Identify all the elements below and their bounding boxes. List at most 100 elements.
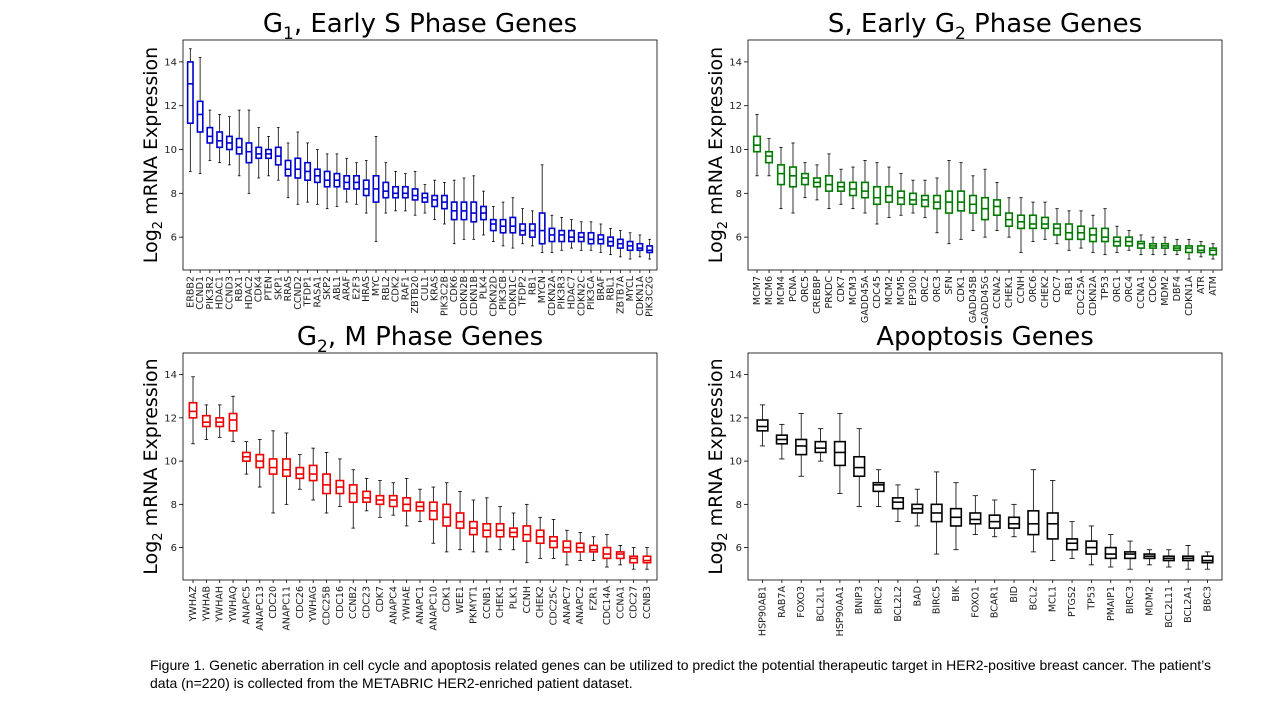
box-RASA1 xyxy=(313,149,321,205)
plot-frame xyxy=(182,352,658,581)
x-tick-label: RAB7A xyxy=(777,586,788,618)
box-body xyxy=(776,164,786,186)
box-body xyxy=(228,412,238,432)
chart-panel-1: G1, Early S Phase Genes Log2 mRNA Express… xyxy=(140,9,658,317)
box-body xyxy=(1046,512,1059,540)
x-tick-label: GADD45G xyxy=(980,276,991,324)
box-RBL1 xyxy=(607,227,615,256)
x-tick-label: ERBB2 xyxy=(185,276,196,308)
box-CDK6 xyxy=(450,179,458,245)
box-ORC2 xyxy=(920,179,930,218)
box-BIRC2 xyxy=(872,469,885,507)
box-body xyxy=(201,414,211,428)
y-tick-label: 14 xyxy=(164,57,177,68)
box-GADD45A xyxy=(860,160,870,214)
y-tick-label: 6 xyxy=(171,233,177,244)
box-ATM xyxy=(1208,243,1218,260)
box-PKMYT1 xyxy=(468,499,478,553)
box-CDC7 xyxy=(1052,208,1062,245)
box-BCL2 xyxy=(1027,469,1040,553)
x-tick-label: ORC5 xyxy=(800,276,811,302)
box-ANAPC5 xyxy=(241,441,251,475)
box-BNIP3 xyxy=(853,428,866,507)
x-tick-label: HRAS xyxy=(361,276,372,302)
box-body xyxy=(646,245,654,254)
x-tick-label: YWHAQ xyxy=(228,586,239,623)
box-body xyxy=(401,185,409,199)
box-body xyxy=(629,555,639,564)
box-SKP1 xyxy=(274,127,282,181)
x-tick-label: RRAS xyxy=(283,276,294,301)
x-tick-label: TP53 xyxy=(1086,586,1097,611)
box-RB1 xyxy=(528,210,536,247)
box-PCNA xyxy=(788,142,798,214)
box-BCL2L2 xyxy=(891,484,905,523)
x-tick-label: CDK1 xyxy=(442,586,453,612)
box-body xyxy=(411,188,419,201)
box-body xyxy=(431,194,439,208)
box-CCNB2 xyxy=(348,469,358,529)
x-tick-label: ATM xyxy=(1208,276,1219,296)
box-body xyxy=(295,466,305,480)
x-tick-label: CDK4 xyxy=(254,276,265,302)
x-tick-label: BRAF xyxy=(596,276,607,301)
x-tick-label: EP300 xyxy=(908,276,919,306)
x-tick-label: CDC25A xyxy=(1076,276,1087,316)
x-tick-label: TFDP1 xyxy=(303,276,314,307)
y-axis-label: Log2 mRNA Expression xyxy=(140,47,166,263)
x-tick-label: BCAR1 xyxy=(990,586,1001,618)
y-tick-label: 8 xyxy=(171,189,177,200)
box-body xyxy=(442,503,452,527)
box-PIK3CB xyxy=(499,201,507,247)
box-PIK3C2G xyxy=(646,238,654,260)
box-body xyxy=(764,150,774,164)
x-tick-label: YWHAG xyxy=(308,586,319,623)
y-tick-label: 8 xyxy=(736,189,742,200)
x-tick-label: CCNH xyxy=(1016,276,1027,304)
box-body xyxy=(1123,551,1137,560)
box-PIK3R3 xyxy=(558,217,566,251)
x-tick-label: RASA1 xyxy=(312,276,323,307)
x-tick-label: PLK1 xyxy=(508,586,519,609)
y-tick-label: 12 xyxy=(729,413,742,424)
box-YWHAB xyxy=(201,404,211,440)
x-tick-label: MCM3 xyxy=(848,276,859,305)
box-CDKN2B xyxy=(460,177,468,240)
x-tick-label: CDC7 xyxy=(1052,276,1063,303)
panel-title-main: Apoptosis Genes xyxy=(876,322,1094,352)
box-CDKN1A xyxy=(1184,238,1194,260)
box-CCND3 xyxy=(225,116,233,166)
y-tick-label: 8 xyxy=(736,500,742,511)
box-CDC26 xyxy=(295,454,305,490)
box-body xyxy=(1208,247,1218,256)
panel-title-main: S, Early G xyxy=(828,9,955,39)
box-body xyxy=(992,199,1002,217)
box-body xyxy=(920,194,930,208)
box-CCNH xyxy=(522,503,532,564)
x-tick-label: ANAPC7 xyxy=(562,586,573,625)
y-tick-label: 10 xyxy=(164,457,177,468)
box-EP300 xyxy=(908,179,918,214)
x-tick-label: CCNA1 xyxy=(615,586,626,619)
x-tick-label: CDKN2A xyxy=(1088,275,1099,315)
box-ANAPC11 xyxy=(282,432,291,505)
box-CDKN2A xyxy=(1088,214,1098,253)
box-body xyxy=(636,242,644,252)
box-ORC3 xyxy=(932,177,942,234)
x-tick-label: CDC20 xyxy=(268,586,279,619)
box-body xyxy=(908,192,918,206)
box-body xyxy=(1136,240,1146,249)
y-axis-label-main: Log xyxy=(705,229,727,263)
box-body xyxy=(206,126,214,144)
box-body xyxy=(549,535,558,549)
box-CDC14A xyxy=(602,534,612,568)
x-tick-label: FOXO1 xyxy=(970,586,981,618)
x-tick-label: CDC14A xyxy=(602,586,613,626)
x-tick-label: ANAPC1 xyxy=(415,586,426,625)
box-CDK4 xyxy=(255,127,263,179)
x-tick-label: CDKN2D xyxy=(488,276,499,317)
y-tick-label: 12 xyxy=(164,101,177,112)
x-tick-label: PTEN xyxy=(264,276,275,301)
box-BCAR1 xyxy=(988,499,1001,538)
box-body xyxy=(470,201,478,223)
